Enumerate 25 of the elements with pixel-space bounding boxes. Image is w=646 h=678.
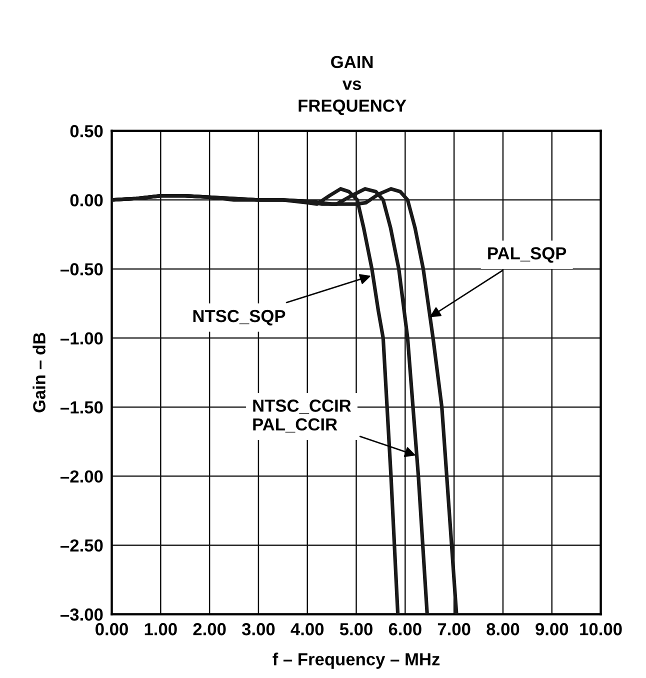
x-axis-title: f – Frequency – MHz — [272, 652, 440, 669]
x-tick-label: 8.00 — [486, 623, 520, 636]
x-tick-label: 4.00 — [290, 623, 324, 636]
x-tick-label: 9.00 — [536, 623, 568, 636]
annotation: NTSC_SQP — [193, 310, 286, 326]
x-tick-label: 7.00 — [438, 623, 470, 636]
y-tick-label: –2.50 — [60, 539, 103, 552]
y-tick-label: –3.00 — [60, 608, 103, 621]
x-tick-label: 1.00 — [144, 623, 177, 636]
y-tick-label: 0.00 — [70, 194, 103, 206]
y-tick-label: –2.00 — [60, 470, 103, 483]
annotation: PAL_SQP — [488, 247, 566, 263]
x-tick-label: 10.00 — [580, 623, 622, 636]
y-tick-label: –0.50 — [60, 263, 103, 276]
x-tick-label: 3.00 — [242, 623, 275, 636]
y-axis-title: Gain – dB — [32, 332, 46, 412]
x-tick-label: 5.00 — [340, 623, 372, 636]
annotation: NTSC_CCIR PAL_CCIR — [253, 400, 352, 432]
y-tick-label: –1.50 — [60, 401, 103, 414]
x-tick-label: 0.00 — [96, 623, 128, 636]
x-tick-label: 6.00 — [388, 623, 422, 636]
chart-title: GAIN vs FREQUENCY — [298, 56, 406, 116]
y-tick-label: 0.50 — [70, 125, 103, 138]
x-tick-label: 2.00 — [193, 623, 226, 636]
y-tick-label: –1.00 — [60, 332, 103, 344]
